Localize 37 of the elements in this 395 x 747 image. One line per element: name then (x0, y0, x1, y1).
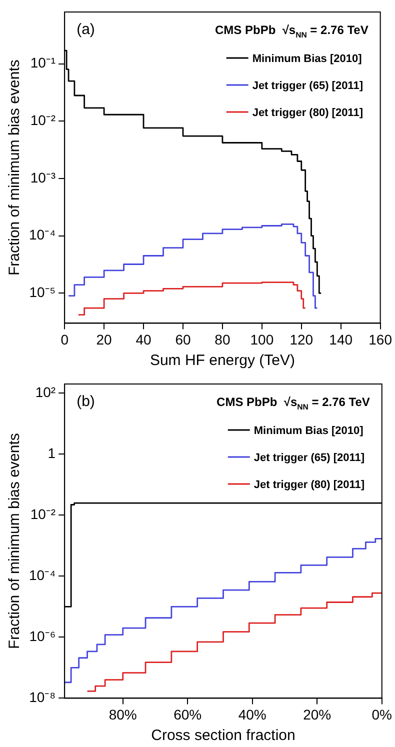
legend-label: Minimum Bias [2010] (252, 53, 362, 65)
y-axis-title: Fraction of minimum bias events (6, 60, 24, 276)
legend-label: Jet trigger (65) [2011] (252, 80, 364, 92)
x-tick-label: 160 (368, 331, 392, 348)
y-axis-title: Fraction of minimum bias events (6, 433, 24, 650)
y-tick-label: 10⁻¹ (30, 54, 56, 71)
y-tick-label: 10⁻³ (30, 169, 56, 186)
legend-label: Jet trigger (80) [2011] (252, 107, 364, 119)
legend-label: Jet trigger (80) [2011] (254, 479, 365, 491)
x-axis-title: Cross section fraction (151, 727, 296, 744)
y-tick-label: 10⁻⁶ (29, 628, 56, 644)
y-tick-label: 10⁻⁵ (29, 284, 56, 300)
x-tick-label: 20 (96, 331, 112, 348)
x-tick-label: 0% (372, 706, 392, 722)
annotation: (a) (76, 21, 95, 38)
x-tick-label: 100 (250, 331, 274, 348)
y-tick-label: 10⁻⁸ (29, 689, 56, 706)
x-tick-label: 80 (214, 331, 230, 348)
x-tick-label: 60% (174, 706, 202, 722)
y-tick-label: 10⁻⁴ (28, 567, 56, 584)
x-tick-label: 60 (175, 331, 191, 348)
x-tick-label: 0 (60, 331, 69, 348)
y-tick-label: 10⁻² (30, 112, 56, 128)
y-tick-label: 10⁻² (30, 506, 56, 522)
legend-label: Minimum Bias [2010] (254, 425, 364, 437)
y-tick-label: 10⁻⁴ (28, 226, 56, 243)
x-tick-label: 120 (290, 331, 314, 348)
x-tick-label: 80% (108, 706, 137, 722)
x-tick-label: 40 (136, 331, 152, 348)
x-tick-label: 40% (238, 706, 266, 722)
legend-label: Jet trigger (65) [2011] (254, 452, 365, 464)
y-tick-label: 10² (35, 384, 56, 400)
annotation: (b) (76, 393, 95, 410)
x-tick-label: 140 (329, 331, 353, 348)
x-axis-title: Sum HF energy (TeV) (150, 352, 295, 370)
y-tick-label: 1 (48, 445, 56, 462)
x-tick-label: 20% (303, 706, 332, 722)
